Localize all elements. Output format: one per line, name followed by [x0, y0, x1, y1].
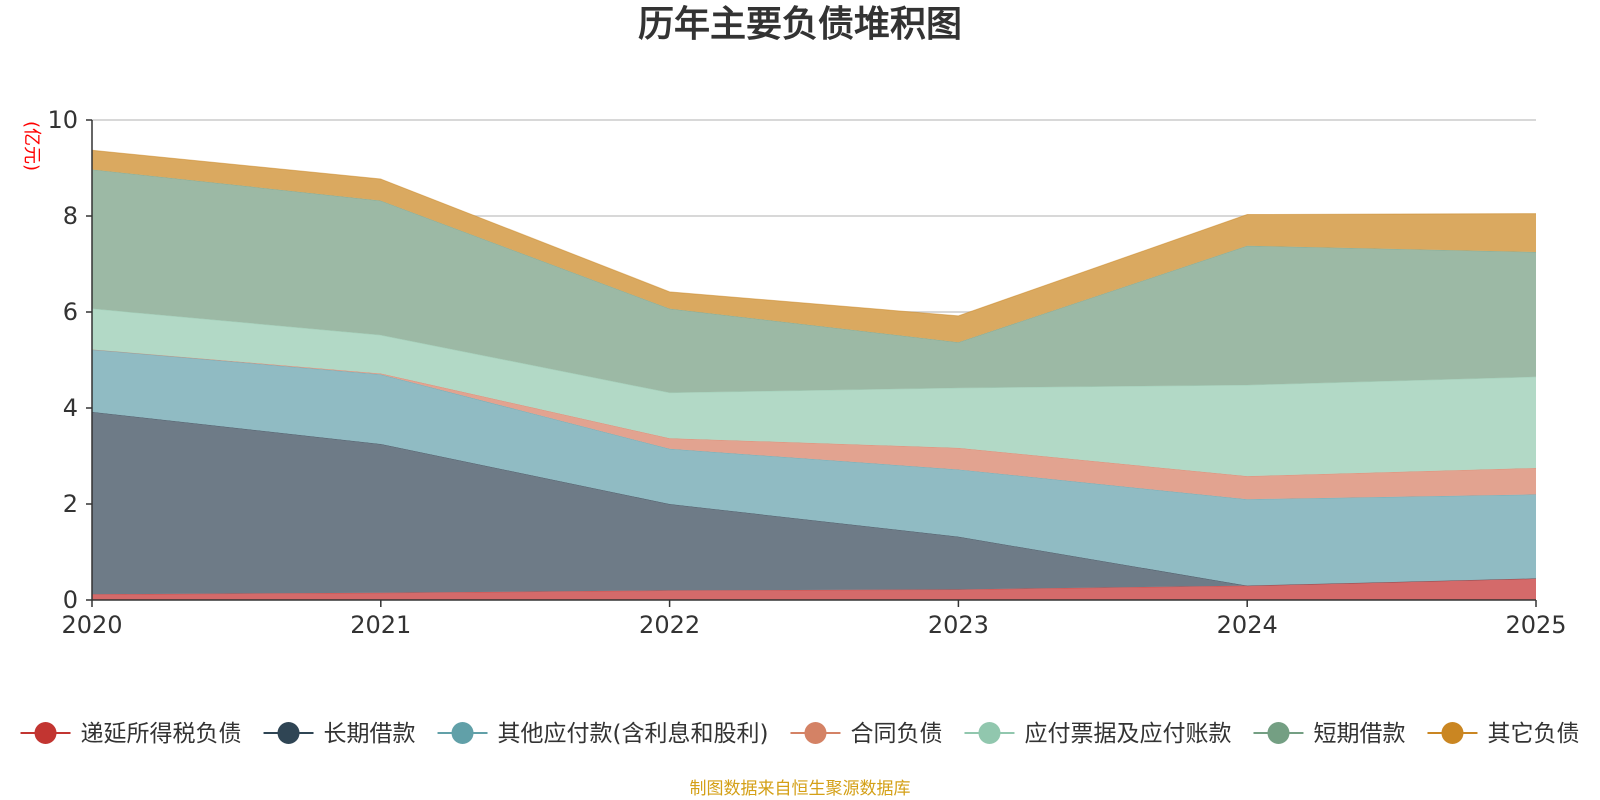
x-tick-label: 2023	[928, 611, 989, 639]
legend-marker	[1267, 722, 1290, 744]
legend-item-4[interactable]: 应付票据及应付账款	[964, 721, 1231, 747]
legend-marker	[34, 722, 57, 744]
legend-label: 应付票据及应付账款	[1024, 721, 1231, 747]
y-tick-label: 2	[63, 490, 78, 518]
legend-item-0[interactable]: 递延所得税负债	[20, 721, 242, 747]
stacked-areas	[91, 149, 1537, 600]
y-tick-label: 0	[63, 586, 78, 614]
legend-item-1[interactable]: 长期借款	[263, 721, 416, 747]
legend-label: 其他应付款(含利息和股利)	[498, 721, 769, 747]
y-unit-label: (亿元)	[21, 121, 42, 171]
area-series-4[interactable]	[92, 308, 1536, 477]
legend-item-5[interactable]: 短期借款	[1253, 721, 1405, 747]
legend-item-2[interactable]: 其他应付款(含利息和股利)	[437, 721, 769, 747]
legend-marker	[277, 722, 300, 744]
chart-title: 历年主要负债堆积图	[638, 4, 962, 45]
x-tick-label: 2020	[61, 611, 122, 639]
area-series-1[interactable]	[92, 411, 1536, 595]
area-series-3[interactable]	[92, 349, 1536, 500]
legend-marker	[1441, 722, 1464, 744]
legend-label: 长期借款	[324, 721, 416, 747]
y-tick-label: 8	[63, 202, 78, 230]
area-series-5[interactable]	[92, 169, 1536, 393]
legend: 递延所得税负债 长期借款 其他应付款(含利息和股利) 合同负债 应付票据及应付账款 短期借…	[20, 721, 1579, 747]
axes: 0 2 4 6 8 10 2020 2021 2022 2023 2024 2025	[47, 106, 1566, 639]
x-tick-label: 2024	[1217, 611, 1278, 639]
area-series-2[interactable]	[92, 349, 1536, 586]
legend-marker	[978, 722, 1001, 744]
legend-marker	[451, 722, 474, 744]
legend-item-6[interactable]: 其它负债	[1427, 721, 1579, 747]
legend-label: 短期借款	[1313, 721, 1405, 747]
x-tick-label: 2022	[639, 611, 700, 639]
y-tick-label: 6	[63, 298, 78, 326]
area-top-line-6	[91, 149, 1537, 317]
y-tick-label: 4	[63, 394, 78, 422]
legend-marker	[804, 722, 827, 744]
x-tick-label: 2021	[350, 611, 411, 639]
legend-item-3[interactable]: 合同负债	[790, 721, 942, 747]
legend-label: 递延所得税负债	[81, 721, 242, 747]
legend-label: 合同负债	[850, 721, 942, 747]
legend-label: 其它负债	[1487, 721, 1579, 747]
x-tick-label: 2025	[1505, 611, 1566, 639]
area-series-0[interactable]	[92, 578, 1536, 600]
y-tick-label: 10	[47, 106, 78, 134]
data-source-note: 制图数据来自恒生聚源数据库	[690, 779, 911, 799]
